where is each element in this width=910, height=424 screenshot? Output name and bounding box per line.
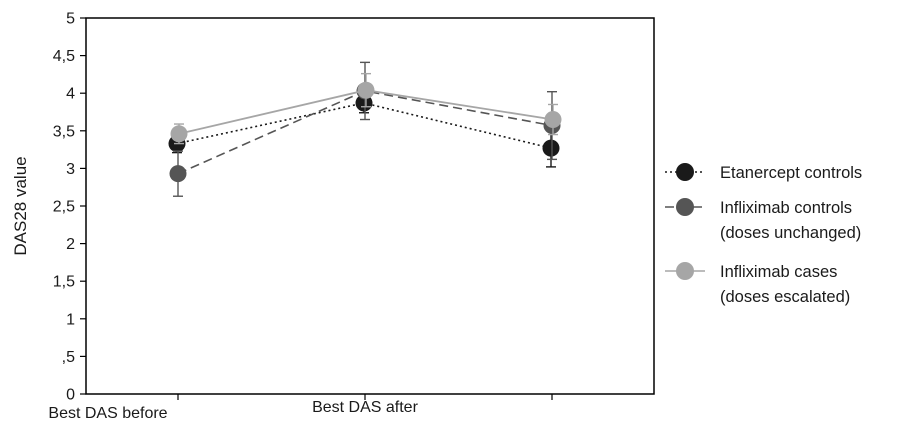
legend-marker [676,262,694,280]
data-point [170,125,188,143]
y-tick-label: 3 [66,161,75,178]
x-tick-label: Best DAS after [312,399,418,416]
y-tick-label: 5 [66,11,75,28]
legend-marker [676,163,694,181]
series-2 [170,72,562,145]
y-tick-label: 1,5 [53,274,75,291]
plot-frame [85,17,655,395]
y-tick-label: 2,5 [53,199,75,216]
legend-label: Infliximab controls [720,199,852,217]
data-point [357,81,375,99]
data-point [169,165,187,183]
data-point [542,139,560,157]
legend-label-line2: (doses unchanged) [720,224,861,242]
data-point [544,111,562,129]
y-tick-label: 4,5 [53,48,75,65]
legend-marker [676,198,694,216]
series-layer [168,61,562,197]
legend-label: Etanercept controls [720,164,862,182]
y-tick-label: 0 [66,387,75,404]
y-axis-title: DAS28 value [11,156,30,255]
y-tick-label: 4 [66,86,75,103]
legend: Etanercept controls Infliximab controls (d… [665,163,862,306]
y-tick-label: 1 [66,311,75,328]
x-tick-label: Best DAS before [48,405,167,422]
y-tick-label: 3,5 [53,123,75,140]
legend-label: Infliximab cases [720,263,837,281]
legend-entry: Infliximab cases (doses escalated) [665,262,850,306]
y-tick-label: 2 [66,236,75,253]
legend-label-line2: (doses escalated) [720,288,850,306]
x-axis: Best DAS before Best DAS after [48,394,553,422]
legend-entry: Etanercept controls [665,163,862,182]
y-tick-label: ,5 [62,349,75,366]
legend-entry: Infliximab controls (doses unchanged) [665,198,861,242]
y-axis: 0 ,5 1 1,5 2 2,5 3 3,5 4 4,5 5 [53,11,86,404]
series-0 [168,92,560,168]
